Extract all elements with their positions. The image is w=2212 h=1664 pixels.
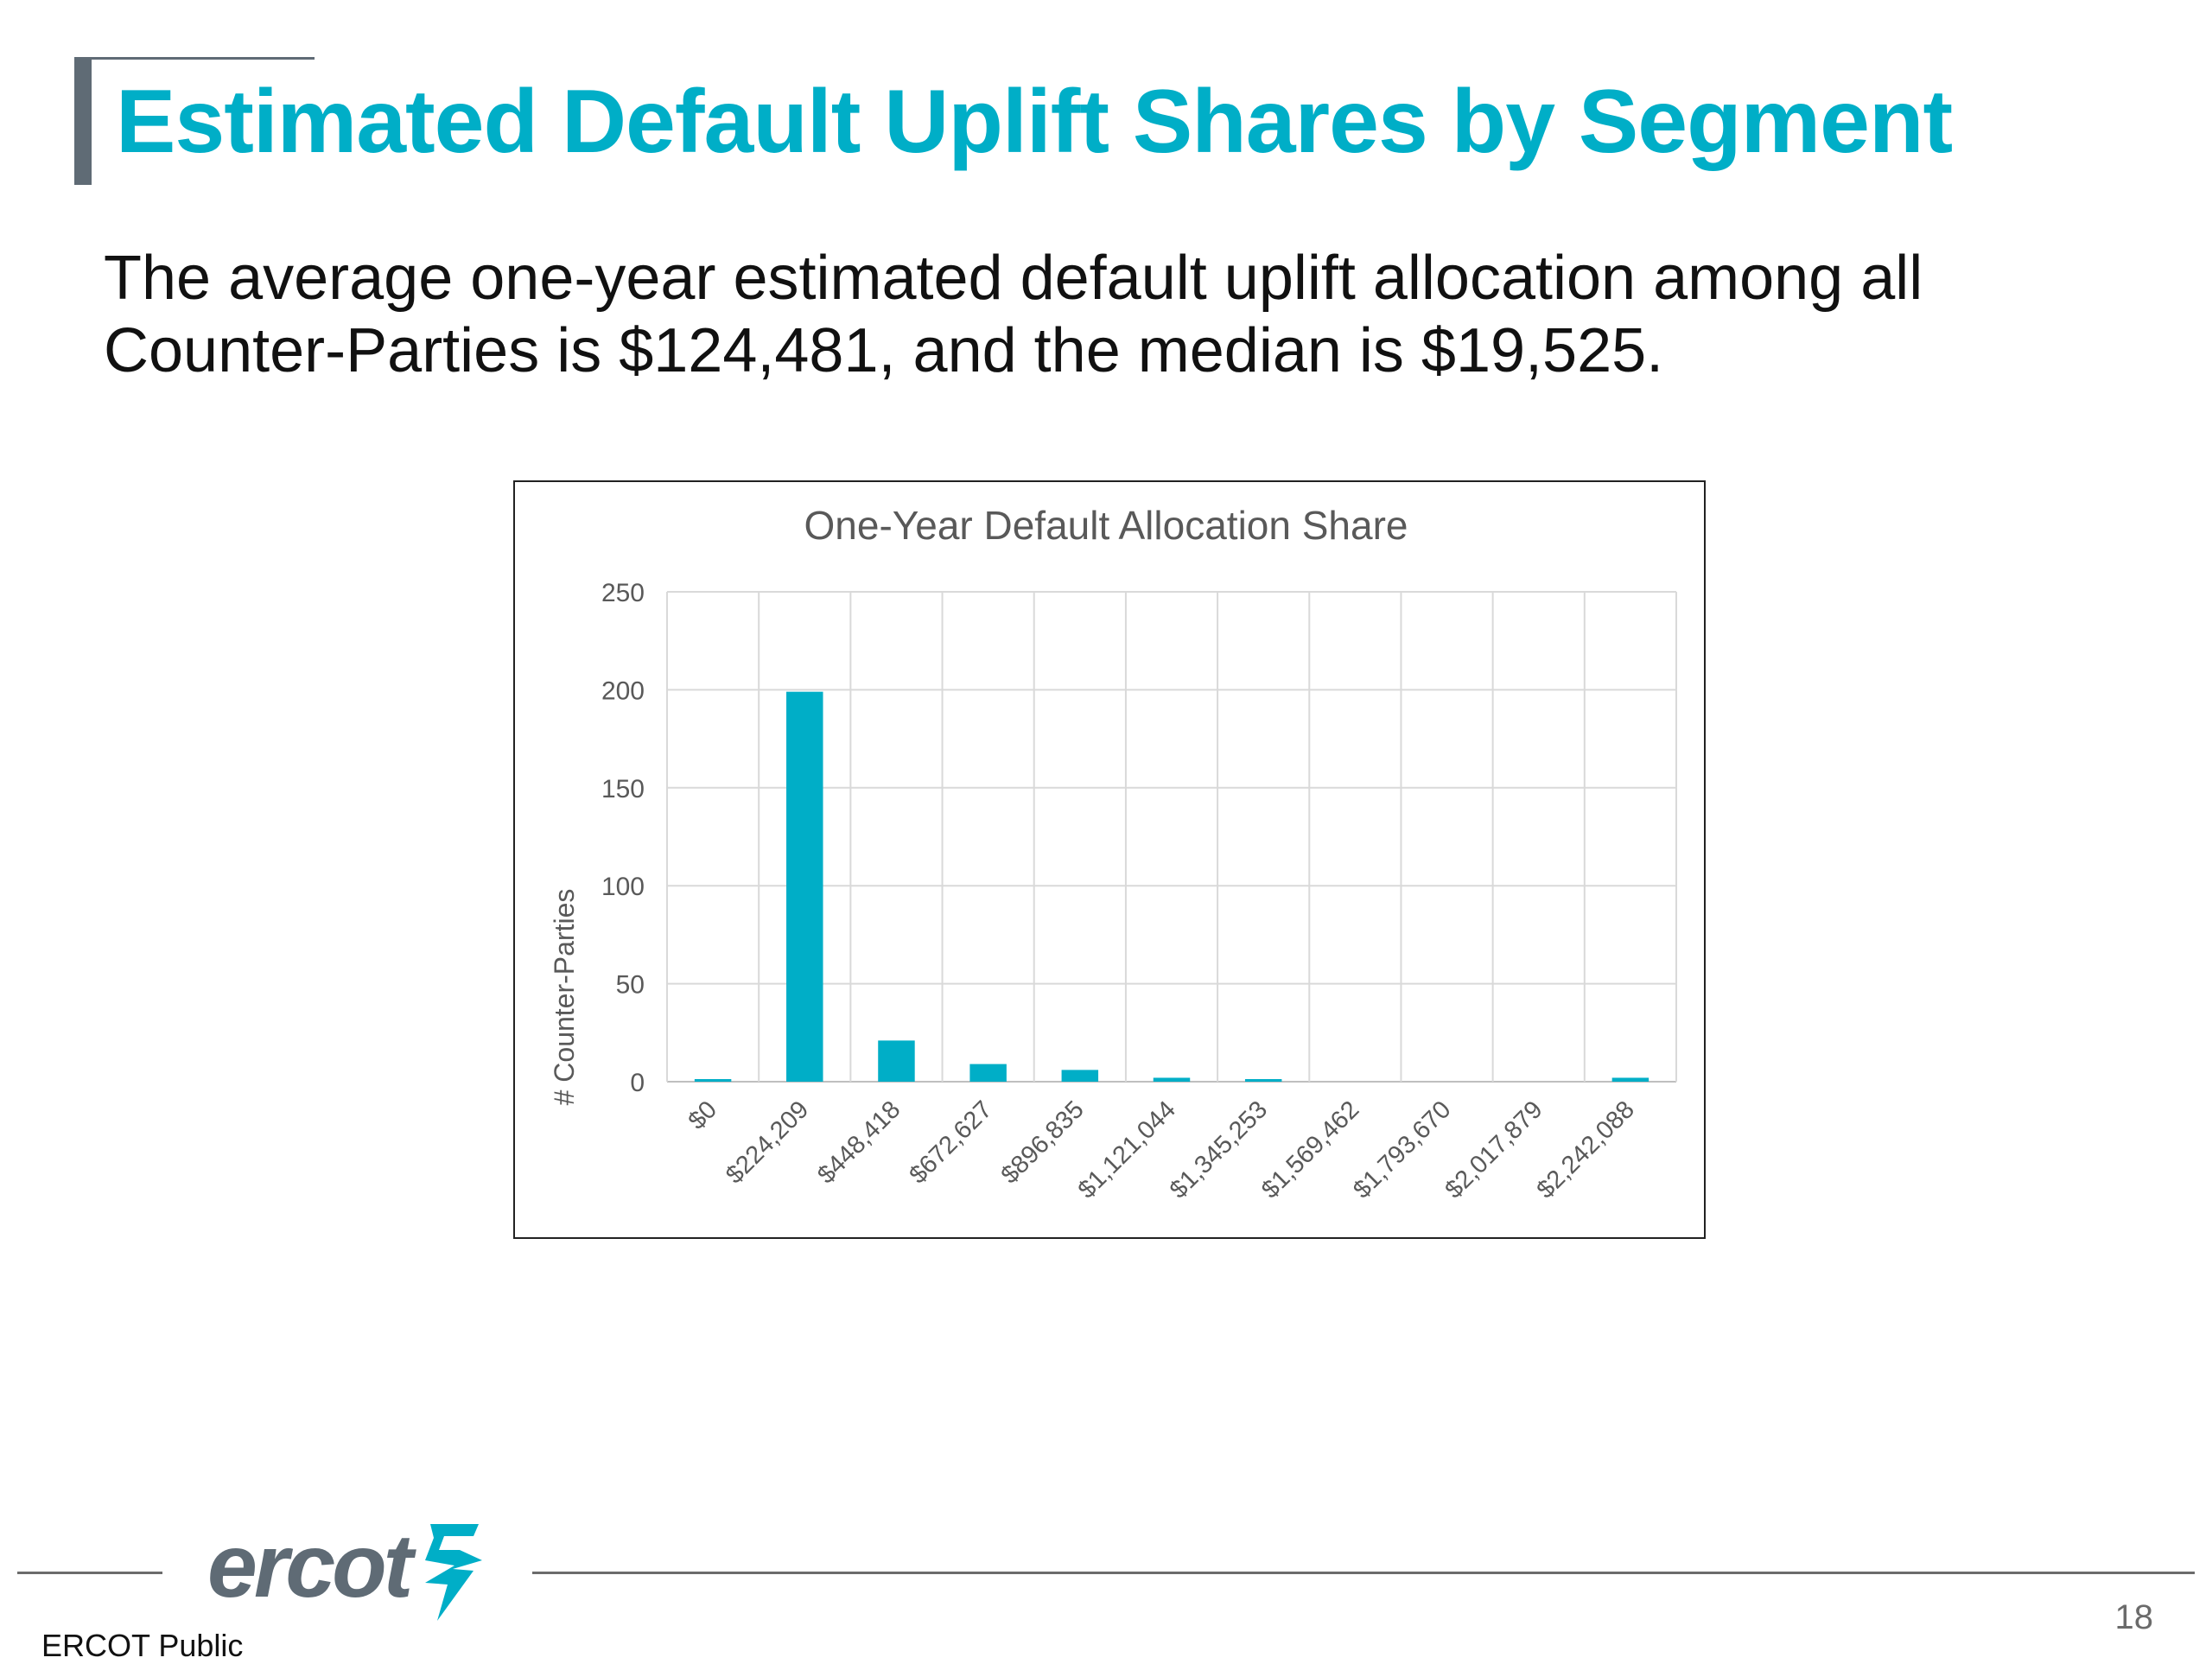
y-tick-labels: 0 50 100 150 200 250 — [601, 579, 645, 1097]
grid-layer — [666, 591, 1677, 1083]
bars-layer — [694, 691, 1649, 1082]
body-text-line-1: The average one-year estimated default u… — [104, 244, 1923, 313]
x-tick-label: $896,835 — [996, 1096, 1090, 1189]
bar — [1153, 1077, 1191, 1082]
bar — [786, 691, 823, 1082]
x-tick-label: $1,345,253 — [1165, 1096, 1273, 1204]
y-tick-label: 200 — [601, 676, 645, 705]
x-tick-label: $224,209 — [721, 1096, 814, 1189]
page-number: 18 — [2114, 1598, 2154, 1636]
slide-title: Estimated Default Uplift Shares by Segme… — [116, 72, 1953, 172]
x-tick-label: $448,418 — [812, 1096, 906, 1189]
x-tick-label: $2,017,879 — [1440, 1096, 1548, 1204]
bar — [969, 1064, 1007, 1082]
x-tick-label: $2,242,088 — [1532, 1096, 1640, 1204]
y-axis-label: # Counter-Parties — [549, 889, 580, 1106]
logo-text: ercot — [207, 1516, 417, 1616]
x-tick-label: $0 — [683, 1096, 722, 1134]
ercot-bolt-icon — [425, 1524, 482, 1621]
body-text: The average one-year estimated default u… — [104, 242, 2091, 387]
x-tick-label: $1,793,670 — [1348, 1096, 1456, 1204]
bar-chart: One-Year Default Allocation Share # Coun… — [549, 503, 1677, 1204]
bar — [1611, 1077, 1649, 1082]
footer-rule-left — [17, 1572, 162, 1574]
body-text-line-2: Counter-Parties is $124,481, and the med… — [104, 316, 1664, 385]
ercot-logo: ercot — [207, 1516, 482, 1621]
chart-frame: One-Year Default Allocation Share # Coun… — [513, 480, 1706, 1239]
bar — [694, 1079, 732, 1082]
y-tick-label: 250 — [601, 579, 645, 607]
chart-title: One-Year Default Allocation Share — [804, 503, 1408, 548]
y-tick-label: 50 — [616, 971, 645, 1000]
x-tick-labels: $0$224,209$448,418$672,627$896,835$1,121… — [683, 1096, 1640, 1204]
y-tick-label: 0 — [630, 1069, 645, 1097]
title-accent-bar — [74, 57, 92, 185]
bar — [1061, 1070, 1099, 1082]
x-tick-label: $672,627 — [904, 1096, 997, 1189]
title-accent-line — [74, 57, 315, 60]
bar — [878, 1040, 915, 1082]
y-tick-label: 150 — [601, 775, 645, 803]
footer-label: ERCOT Public — [41, 1628, 244, 1663]
y-tick-label: 100 — [601, 873, 645, 901]
x-tick-label: $1,569,462 — [1256, 1096, 1364, 1204]
bar — [1244, 1079, 1282, 1082]
footer-rule-right — [532, 1572, 2195, 1574]
x-tick-label: $1,121,044 — [1073, 1096, 1181, 1204]
